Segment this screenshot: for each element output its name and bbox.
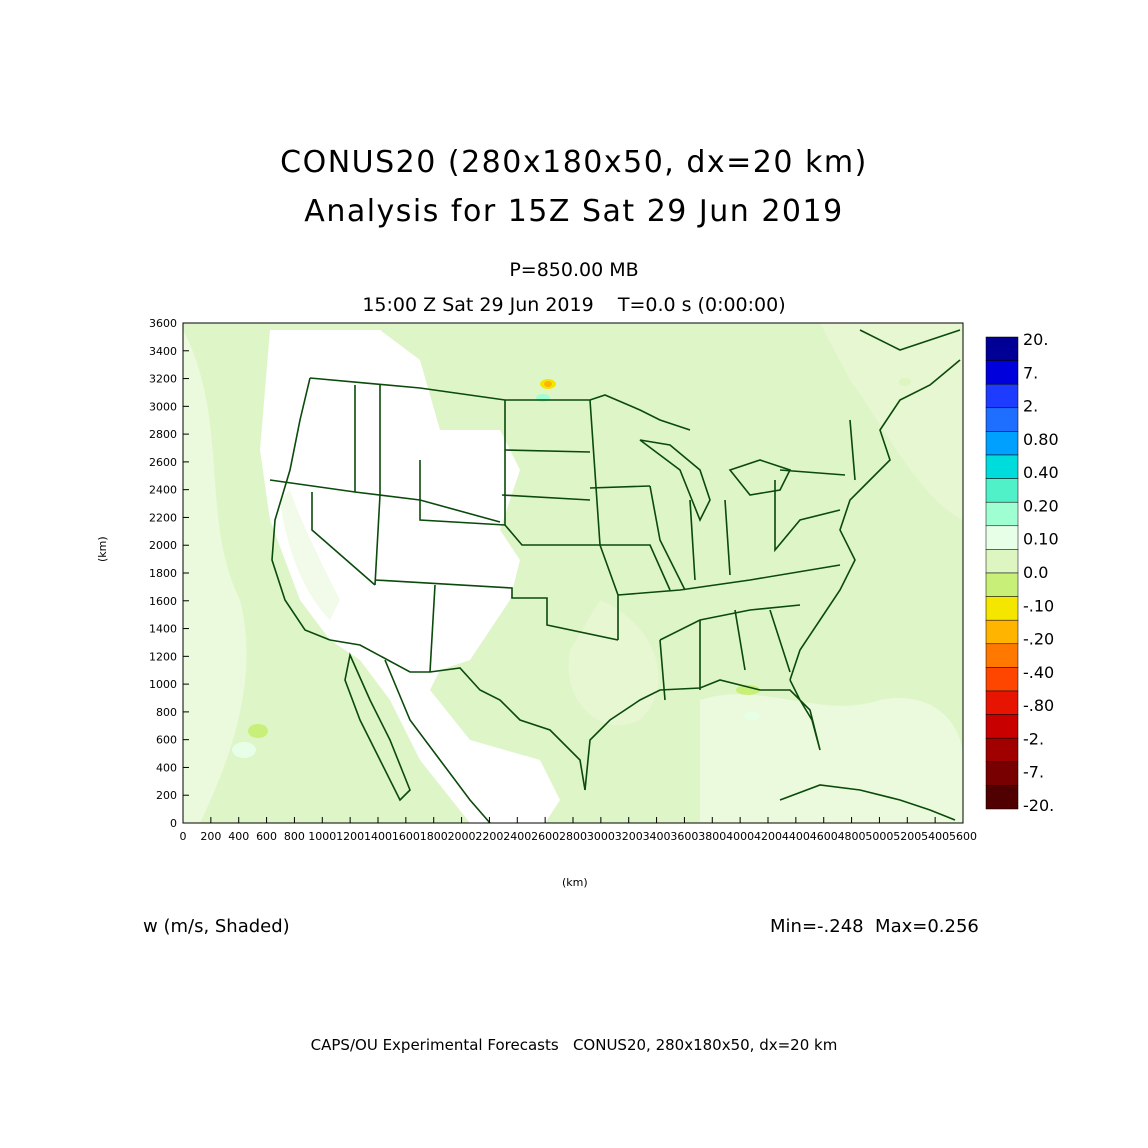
y-tick-label: 800 (156, 706, 177, 719)
y-tick-label: 1000 (149, 678, 177, 691)
colorbar-swatch (985, 785, 1019, 810)
x-tick-label: 800 (284, 830, 305, 843)
y-axis-label: (km) (96, 536, 109, 562)
colorbar-label: -20. (1023, 796, 1054, 815)
colorbar-label: 20. (1023, 330, 1048, 349)
y-tick-label: 200 (156, 789, 177, 802)
x-tick-label: 1000 (308, 830, 336, 843)
x-tick-label: 400 (228, 830, 249, 843)
title-line-2: Analysis for 15Z Sat 29 Jun 2019 (304, 194, 844, 229)
y-tick-label: 2200 (149, 511, 177, 524)
y-tick-label: 1600 (149, 595, 177, 608)
x-axis-label: (km) (562, 876, 588, 889)
colorbar-swatch (985, 525, 1019, 550)
w-field-shading (183, 323, 963, 823)
x-tick-label: 5200 (893, 830, 921, 843)
colorbar-label: 0.80 (1023, 430, 1059, 449)
y-tick-label: 3200 (149, 373, 177, 386)
y-tick-label: 3600 (149, 317, 177, 330)
colorbar-label: -.10 (1023, 596, 1054, 615)
colorbar-swatch (985, 549, 1019, 574)
colorbar-label: 2. (1023, 397, 1038, 416)
x-tick-label: 3800 (698, 830, 726, 843)
x-tick-label: 4600 (810, 830, 838, 843)
x-tick-label: 1600 (392, 830, 420, 843)
colorbar-label: -.80 (1023, 696, 1054, 715)
x-tick-label: 4200 (754, 830, 782, 843)
x-tick-label: 3000 (587, 830, 615, 843)
colorbar-swatch (985, 501, 1019, 527)
colorbar-label: -7. (1023, 763, 1044, 782)
x-tick-label: 5000 (865, 830, 893, 843)
x-tick-label: 5400 (921, 830, 949, 843)
colorbar-swatch (985, 714, 1019, 739)
x-tick-label: 1400 (364, 830, 392, 843)
x-tick-label: 3400 (643, 830, 671, 843)
pressure-level: P=850.00 MB (509, 259, 639, 281)
x-tick-label: 200 (200, 830, 221, 843)
colorbar-swatch (985, 360, 1019, 385)
x-tick-label: 600 (256, 830, 277, 843)
x-tick-label: 2000 (448, 830, 476, 843)
y-tick-label: 1800 (149, 567, 177, 580)
y-tick-label: 2600 (149, 456, 177, 469)
x-tick-label: 2200 (475, 830, 503, 843)
x-tick-label: 1800 (420, 830, 448, 843)
x-tick-label: 4800 (838, 830, 866, 843)
y-tick-label: 0 (170, 817, 177, 830)
x-tick-label: 1200 (336, 830, 364, 843)
colorbar-swatch (985, 737, 1019, 763)
colorbar: 20. 7. 2. 0.80 0.40 0.20 0.10 0.0 -.10 -.20 -.40 -.… (985, 330, 1059, 815)
y-tick-label: 1200 (149, 650, 177, 663)
title-line-1: CONUS20 (280x180x50, dx=20 km) (280, 145, 868, 180)
footer-credit: CAPS/OU Experimental Forecasts CONUS20, … (310, 1036, 838, 1054)
x-tick-label: 4000 (726, 830, 754, 843)
x-tick-label: 2400 (503, 830, 531, 843)
min-max-label: Min=-.248 Max=0.256 (770, 916, 979, 937)
x-tick-label: 3200 (615, 830, 643, 843)
colorbar-swatch (985, 407, 1019, 432)
colorbar-label: -2. (1023, 729, 1044, 748)
y-tick-label: 600 (156, 734, 177, 747)
axis-ticks: 0 200 400 600 800 1000 1200 1400 1600 1800 2000 220… (149, 317, 977, 843)
x-tick-label: 3600 (670, 830, 698, 843)
colorbar-swatch (985, 454, 1019, 479)
x-tick-label: 0 (180, 830, 187, 843)
y-tick-label: 1400 (149, 623, 177, 636)
y-tick-label: 400 (156, 761, 177, 774)
colorbar-swatch (985, 667, 1019, 692)
colorbar-swatch (985, 383, 1019, 409)
colorbar-label: -.40 (1023, 663, 1054, 682)
x-tick-label: 2800 (559, 830, 587, 843)
y-tick-label: 3000 (149, 400, 177, 413)
colorbar-label: -.20 (1023, 630, 1054, 649)
colorbar-label: 0.40 (1023, 463, 1059, 482)
colorbar-swatch (985, 478, 1019, 503)
y-tick-label: 2400 (149, 484, 177, 497)
colorbar-label: 0.10 (1023, 530, 1059, 549)
colorbar-label: 7. (1023, 363, 1038, 382)
x-tick-label: 5600 (949, 830, 977, 843)
colorbar-swatch (985, 761, 1019, 786)
colorbar-label: 0.0 (1023, 563, 1048, 582)
y-tick-label: 3400 (149, 345, 177, 358)
valid-time: 15:00 Z Sat 29 Jun 2019 T=0.0 s (0:00:00… (362, 294, 786, 316)
colorbar-swatch (985, 431, 1019, 456)
geographic-boundaries (269, 329, 961, 823)
colorbar-swatch (985, 572, 1019, 597)
colorbar-swatch (985, 336, 1019, 361)
field-label: w (m/s, Shaded) (143, 916, 290, 937)
x-tick-label: 4400 (782, 830, 810, 843)
y-tick-label: 2800 (149, 428, 177, 441)
colorbar-swatch (985, 619, 1019, 645)
colorbar-label: 0.20 (1023, 496, 1059, 515)
colorbar-swatch (985, 643, 1019, 668)
colorbar-swatch (985, 596, 1019, 621)
y-tick-label: 2000 (149, 539, 177, 552)
x-tick-label: 2600 (531, 830, 559, 843)
colorbar-swatch (985, 690, 1019, 715)
